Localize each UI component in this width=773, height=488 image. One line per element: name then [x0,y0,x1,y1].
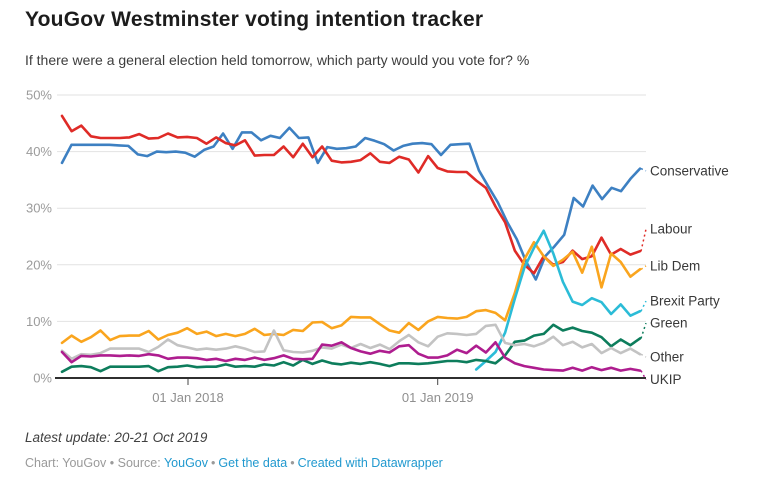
series-line-ukip[interactable] [60,341,642,372]
x-tick-label: 01 Jan 2018 [152,390,224,405]
series-label-lib-dem: Lib Dem [650,258,700,273]
series-connector-green [640,322,647,339]
series-connector-other [640,353,647,358]
y-tick-label: 0% [33,371,52,386]
series-connector-conservative [640,167,647,172]
series-connector-ukip [640,370,647,381]
series-connector-brexit-party [640,300,647,312]
y-tick-label: 20% [26,257,52,272]
chart-subtitle: If there were a general election held to… [25,52,530,68]
credit-prefix: Chart: YouGov • Source: [25,456,161,470]
credits-line: Chart: YouGov • Source: YouGov • Get the d… [25,456,443,470]
y-tick-label: 40% [26,144,52,159]
series-line-labour[interactable] [60,114,642,275]
datawrapper-link[interactable]: Created with Datawrapper [297,456,443,470]
series-line-green[interactable] [60,323,642,374]
series-label-conservative: Conservative [650,163,729,178]
series-label-brexit-party: Brexit Party [650,294,720,309]
x-tick-label: 01 Jan 2019 [402,390,474,405]
get-the-data-link[interactable]: Get the data [218,456,288,470]
series-label-labour: Labour [650,222,693,237]
series-label-ukip: UKIP [650,372,682,387]
series-connector-labour [640,228,647,252]
series-line-conservative[interactable] [60,126,642,281]
credit-separator: • [290,456,295,470]
series-connector-lib-dem [640,265,647,270]
page-title: YouGov Westminster voting intention trac… [25,8,484,31]
voting-intention-line-chart: 0% 10% 20% 30% 40% 50% 01 Jan 2018 01 Jan 2019 C… [26,88,729,406]
latest-update-note: Latest update: 20-21 Oct 2019 [25,430,208,445]
series-line-lib-dem[interactable] [60,240,642,345]
y-tick-label: 30% [26,201,52,216]
credit-separator: • [211,456,216,470]
series-line-brexit-party[interactable] [474,229,642,371]
series-label-green: Green [650,316,688,331]
source-link[interactable]: YouGov [163,456,208,470]
y-tick-label: 50% [26,88,52,103]
y-tick-label: 10% [26,314,52,329]
series-label-other: Other [650,350,684,365]
